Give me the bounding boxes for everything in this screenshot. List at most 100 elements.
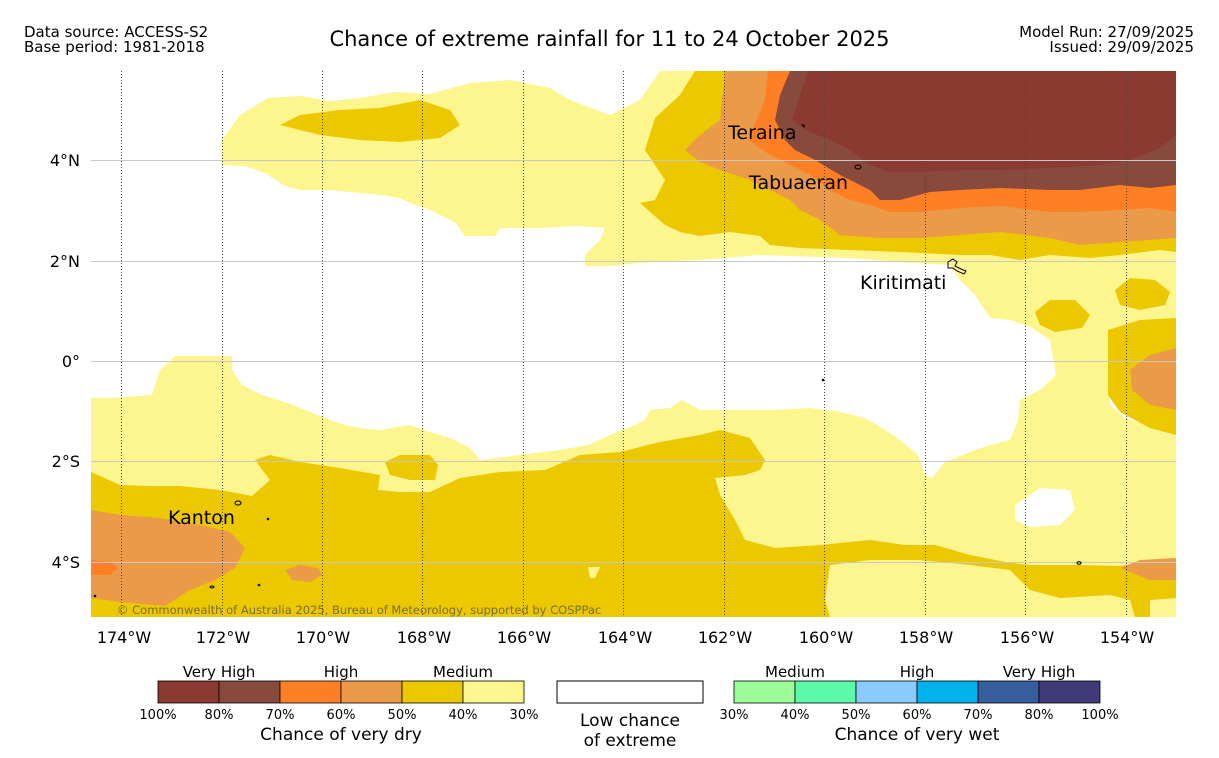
- legend-wet-swatch: [1038, 680, 1101, 704]
- region-medium-blob-1: [280, 100, 460, 142]
- lon-label: 160°W: [799, 628, 854, 647]
- island-small-4: [93, 594, 97, 598]
- lon-label: 164°W: [598, 628, 653, 647]
- legend-dry-group-medium: Medium: [433, 663, 493, 681]
- lat-label: 2°S: [52, 452, 80, 471]
- legend-wet-group-medium: Medium: [765, 663, 825, 681]
- legend-wet-tick-label: 50%: [842, 708, 871, 723]
- place-label-kiritimati: Kiritimati: [860, 272, 946, 294]
- legend-wet-tick-label: 70%: [964, 708, 993, 723]
- legend-dry-swatch: [401, 680, 464, 704]
- legend-wet-swatches: [733, 680, 1101, 704]
- lat-labels: 4°N 2°N 0° 2°S 4°S: [50, 151, 80, 572]
- issued-text: Issued: 29/09/2025: [1049, 38, 1194, 56]
- legend-low-chance-caption-2: of extreme: [584, 731, 677, 751]
- legend-wet-swatch: [916, 680, 979, 704]
- region-high-south-west: [91, 510, 245, 606]
- island-outlines: [93, 124, 1082, 598]
- region-medium-low-south-hole: [825, 560, 1135, 617]
- legend-dry: Very High High Medium 100% 80% 70% 60% 50% 40…: [139, 663, 538, 745]
- legend-wet-tick-label: 100%: [1081, 708, 1118, 723]
- lon-label: 166°W: [497, 628, 552, 647]
- lat-gridlines: [91, 160, 1176, 563]
- legend-dry-swatches: [157, 680, 525, 704]
- lon-label: 172°W: [196, 628, 251, 647]
- lon-label: 154°W: [1100, 628, 1155, 647]
- legend-dry-ticks: 100% 80% 70% 60% 50% 40% 30%: [139, 708, 538, 723]
- header-right: Model Run: 27/09/2025 Issued: 29/09/2025: [1019, 25, 1194, 55]
- lon-label: 162°W: [698, 628, 753, 647]
- legend-dry-tick-label: 100%: [139, 708, 176, 723]
- island-kiritimati: [947, 258, 967, 275]
- place-label-kanton: Kanton: [168, 507, 235, 529]
- lon-label: 168°W: [397, 628, 452, 647]
- legend-wet-group-high: High: [900, 663, 934, 681]
- region-high-southeast: [1120, 558, 1176, 580]
- legend-dry-tick-label: 80%: [205, 708, 234, 723]
- region-high-blob: [285, 565, 322, 582]
- legend-wet-tick-label: 40%: [781, 708, 810, 723]
- legend-dry-swatch: [157, 680, 220, 704]
- lat-label: 0°: [62, 352, 80, 371]
- legend-dry-tick-label: 50%: [388, 708, 417, 723]
- lat-label: 4°N: [50, 151, 80, 170]
- copyright-text: © Commonwealth of Australia 2025, Bureau…: [117, 603, 601, 617]
- legend-dry-tick-label: 60%: [327, 708, 356, 723]
- lon-label: 158°W: [899, 628, 954, 647]
- region-medium-east-3: [1035, 300, 1090, 332]
- region-very-high-upper: [792, 71, 1176, 172]
- base-period-text: Base period: 1981-2018: [24, 38, 205, 56]
- island-small-5: [821, 378, 825, 382]
- lon-gridlines: [121, 71, 1127, 617]
- legend-wet-group-very-high: Very High: [1003, 663, 1076, 681]
- legend-wet-swatch: [977, 680, 1040, 704]
- legend-dry-caption: Chance of very dry: [260, 725, 422, 745]
- region-medium-east-2: [1115, 278, 1170, 310]
- legend-wet-tick-label: 30%: [720, 708, 749, 723]
- data-source-text: Data source: ACCESS-S2: [24, 23, 209, 41]
- legend-dry-group-high: High: [324, 663, 358, 681]
- place-label-tabuaeran: Tabuaeran: [748, 172, 848, 194]
- lon-label: 156°W: [1000, 628, 1055, 647]
- region-low-chance-hole: [1015, 488, 1075, 527]
- legend-dry-tick-label: 70%: [266, 708, 295, 723]
- legend-dry-tick-label: 30%: [510, 708, 539, 723]
- legend-wet-ticks: 30% 40% 50% 60% 70% 80% 100%: [720, 708, 1119, 723]
- legend-low-chance: Low chance of extreme: [556, 680, 704, 751]
- legend-low-chance-caption-1: Low chance: [580, 711, 680, 731]
- lat-label: 2°N: [50, 252, 80, 271]
- region-high-east: [1130, 348, 1176, 410]
- legend-wet-tick-label: 80%: [1025, 708, 1054, 723]
- map-field: Teraina Tabuaeran Kiritimati Kanton © Co…: [91, 71, 1176, 617]
- region-medium-low-south-hole-2: [588, 567, 600, 578]
- island-kanton: [234, 500, 242, 506]
- legend-dry-swatch: [340, 680, 403, 704]
- legend-dry-swatch: [279, 680, 342, 704]
- lat-label: 4°S: [52, 553, 80, 572]
- legend-wet-tick-label: 60%: [903, 708, 932, 723]
- region-medium-low-south-hole-3: [1150, 598, 1176, 617]
- legend-dry-tick-label: 40%: [449, 708, 478, 723]
- island-small-2: [209, 585, 215, 589]
- region-high-upper-dot: [91, 560, 118, 575]
- model-run-text: Model Run: 27/09/2025: [1019, 23, 1194, 41]
- island-small-3: [257, 583, 261, 587]
- legend-dry-group-very-high: Very High: [183, 663, 256, 681]
- island-tabuaeran: [854, 164, 862, 170]
- island-teraina: [800, 124, 805, 129]
- header-left: Data source: ACCESS-S2 Base period: 1981…: [24, 25, 208, 55]
- legend-wet-caption: Chance of very wet: [835, 725, 1000, 745]
- legend-wet-swatch: [855, 680, 918, 704]
- island-small-1: [266, 517, 270, 521]
- legend-wet-swatch: [794, 680, 857, 704]
- lon-label: 174°W: [97, 628, 152, 647]
- legend-wet: Medium High Very High 30% 40% 50% 60% 70% 80%…: [720, 663, 1119, 745]
- legend-wet-swatch: [733, 680, 796, 704]
- lon-label: 170°W: [296, 628, 351, 647]
- place-label-teraina: Teraina: [727, 122, 797, 144]
- legend-dry-swatch: [462, 680, 525, 704]
- legend-low-chance-swatch: [556, 680, 704, 704]
- island-small-6: [1076, 561, 1082, 565]
- lon-labels: 174°W 172°W 170°W 168°W 166°W 164°W 162°…: [97, 628, 1155, 647]
